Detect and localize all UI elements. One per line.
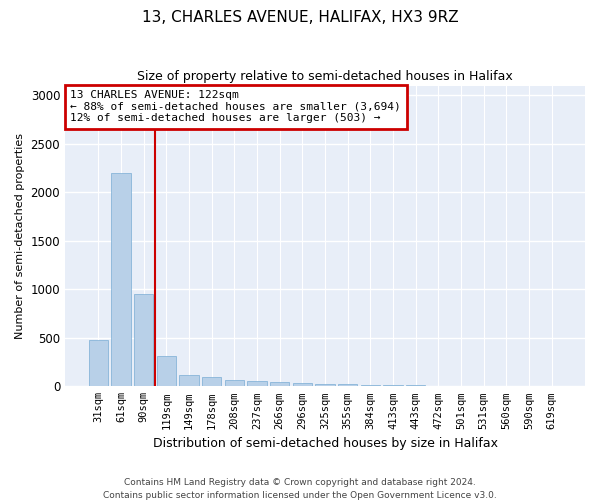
Bar <box>202 376 221 386</box>
Bar <box>316 384 335 386</box>
Bar <box>225 380 244 386</box>
Bar <box>89 340 108 386</box>
X-axis label: Distribution of semi-detached houses by size in Halifax: Distribution of semi-detached houses by … <box>152 437 497 450</box>
Bar <box>383 385 403 386</box>
Bar <box>270 382 289 386</box>
Bar <box>112 173 131 386</box>
Y-axis label: Number of semi-detached properties: Number of semi-detached properties <box>15 133 25 339</box>
Title: Size of property relative to semi-detached houses in Halifax: Size of property relative to semi-detach… <box>137 70 513 83</box>
Bar <box>338 384 358 386</box>
Bar <box>361 385 380 386</box>
Text: Contains HM Land Registry data © Crown copyright and database right 2024.
Contai: Contains HM Land Registry data © Crown c… <box>103 478 497 500</box>
Bar <box>157 356 176 386</box>
Text: 13, CHARLES AVENUE, HALIFAX, HX3 9RZ: 13, CHARLES AVENUE, HALIFAX, HX3 9RZ <box>142 10 458 25</box>
Bar <box>247 382 266 386</box>
Bar <box>293 383 312 386</box>
Text: 13 CHARLES AVENUE: 122sqm
← 88% of semi-detached houses are smaller (3,694)
12% : 13 CHARLES AVENUE: 122sqm ← 88% of semi-… <box>70 90 401 124</box>
Bar <box>179 375 199 386</box>
Bar <box>134 294 153 386</box>
